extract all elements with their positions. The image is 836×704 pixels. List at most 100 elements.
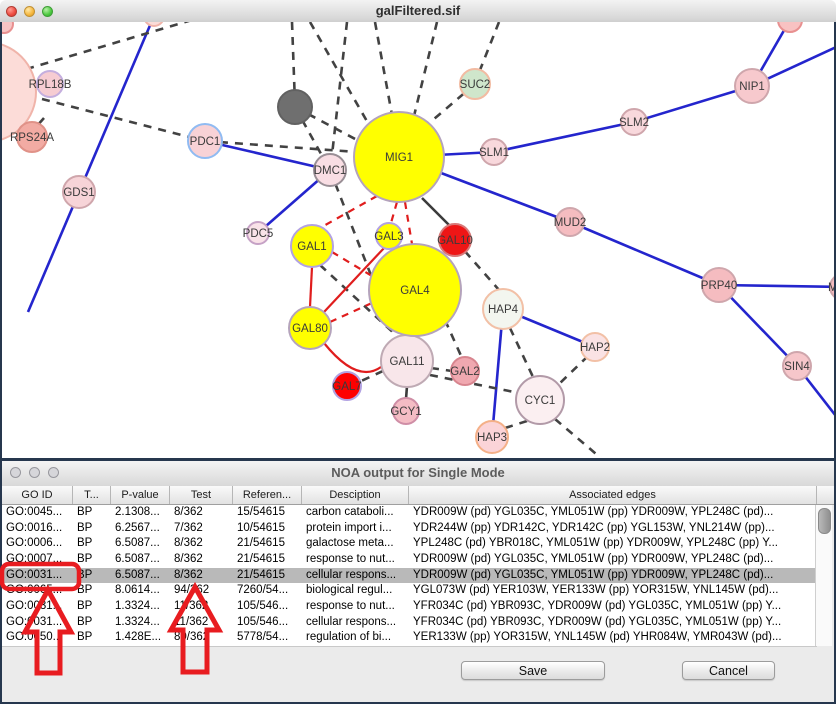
network-edge bbox=[429, 373, 520, 395]
node-HAP2[interactable] bbox=[580, 332, 610, 362]
column-header-t-[interactable]: T... bbox=[73, 486, 111, 504]
table-row[interactable]: GO:0007... BP 6.5087... 8/362 21/54615 respon… bbox=[2, 552, 817, 568]
panel-close-button[interactable] bbox=[10, 467, 21, 478]
cell: 94/362 bbox=[174, 584, 210, 597]
cell: 6.5087... bbox=[115, 537, 160, 550]
cell: YGL073W (pd) YER103W, YER133W (pp) YOR31… bbox=[413, 584, 779, 597]
node-PDC5[interactable] bbox=[246, 221, 270, 245]
cell: 1.428E... bbox=[115, 631, 162, 644]
node-SIN4[interactable] bbox=[782, 351, 812, 381]
node-top-partial[interactable] bbox=[144, 22, 164, 27]
node-RPS24A[interactable] bbox=[16, 121, 48, 153]
node-label-PRP40: PRP40 bbox=[701, 280, 737, 292]
table-row[interactable]: GO:0050... BP 1.428E... 80/362 5778/54... reg… bbox=[2, 630, 817, 646]
network-edge bbox=[330, 22, 349, 156]
table-row[interactable]: GO:0016... BP 6.2567... 7/362 10/54615 protei… bbox=[2, 521, 817, 537]
node-HAP4[interactable] bbox=[482, 288, 524, 330]
cell: GO:0050... bbox=[6, 631, 63, 644]
noa-output-window: NOA output for Single Mode GO ID T... P-va… bbox=[0, 461, 836, 704]
node-GAL10[interactable] bbox=[438, 223, 472, 257]
network-edge bbox=[633, 84, 753, 124]
close-button[interactable] bbox=[6, 6, 17, 17]
node-HAP3[interactable] bbox=[475, 420, 509, 454]
table-scrollbar[interactable] bbox=[815, 505, 832, 646]
node-DMC1[interactable] bbox=[313, 153, 347, 187]
node-SUC2[interactable] bbox=[459, 68, 491, 100]
node-GAL2[interactable] bbox=[450, 356, 480, 386]
network-edge bbox=[478, 22, 501, 71]
node-big-left[interactable] bbox=[2, 42, 37, 142]
network-edge bbox=[554, 418, 602, 457]
node-PDC1[interactable] bbox=[187, 123, 223, 159]
table-row[interactable]: GO:0031... BP 6.5087... 8/362 21/54615 cellul… bbox=[2, 567, 817, 584]
node-gray-node[interactable] bbox=[277, 89, 313, 125]
minimize-button[interactable] bbox=[24, 6, 35, 17]
node-SLM1[interactable] bbox=[480, 138, 508, 166]
network-edge bbox=[389, 201, 399, 224]
column-header-p-value[interactable]: P-value bbox=[111, 486, 170, 504]
node-GAL3[interactable] bbox=[375, 222, 403, 250]
network-edge bbox=[204, 139, 331, 172]
column-header-go-id[interactable]: GO ID bbox=[2, 486, 73, 504]
table-scrollbar-thumb[interactable] bbox=[818, 508, 831, 534]
node-SLM2[interactable] bbox=[620, 108, 648, 136]
table-row[interactable]: GO:0065... BP 8.0614... 94/362 7260/54... bio… bbox=[2, 583, 817, 599]
cell: BP bbox=[77, 506, 93, 518]
node-MUD2[interactable] bbox=[555, 207, 585, 237]
node-label-GAL1: GAL1 bbox=[297, 241, 326, 253]
node-RPL18B[interactable] bbox=[36, 70, 64, 98]
cell: YFR034C (pd) YBR093C, YDR009W (pd) YGL03… bbox=[413, 599, 782, 612]
node-label-GAL7: GAL7 bbox=[332, 381, 361, 393]
cell: BP bbox=[77, 631, 93, 644]
cell: GO:0031... bbox=[6, 568, 63, 581]
cell: 105/546... bbox=[237, 615, 289, 628]
node-MSL1[interactable] bbox=[829, 274, 834, 300]
window-title: galFiltered.sif bbox=[375, 3, 461, 18]
node-GDS1[interactable] bbox=[62, 175, 96, 209]
node-GCY1[interactable] bbox=[392, 397, 420, 425]
panel-zoom-button[interactable] bbox=[48, 467, 59, 478]
cancel-button[interactable]: Cancel bbox=[682, 661, 775, 680]
cell: GO:0065... bbox=[6, 584, 63, 597]
network-edge bbox=[308, 266, 314, 308]
save-button[interactable]: Save bbox=[461, 661, 605, 680]
node-CYC1[interactable] bbox=[515, 375, 565, 425]
column-header-associated-edges[interactable]: Associated edges bbox=[409, 486, 817, 504]
panel-minimize-button[interactable] bbox=[29, 467, 40, 478]
column-header-desciption[interactable]: Desciption bbox=[302, 486, 409, 504]
network-edge bbox=[26, 22, 153, 313]
network-canvas[interactable]: RPL18B RPS24A GDS1 PDC1 DMC1 MIG1 SUC2 SLM1 SLM2… bbox=[0, 22, 836, 461]
node-GAL1[interactable] bbox=[290, 224, 334, 268]
cell: response to nut... bbox=[306, 599, 395, 612]
node-label-NIP1: NIP1 bbox=[739, 81, 765, 93]
cell: 21/54615 bbox=[237, 537, 285, 550]
network-edge bbox=[331, 251, 373, 277]
node-NIP1[interactable] bbox=[734, 68, 770, 104]
network-edge bbox=[41, 97, 190, 139]
node-PRP40[interactable] bbox=[701, 267, 737, 303]
table-row[interactable]: GO:0031... BP 1.3324... 11/362 105/546... res… bbox=[2, 599, 817, 615]
node-label-GAL10: GAL10 bbox=[437, 235, 473, 247]
node-GAL7[interactable] bbox=[332, 371, 362, 401]
network-edge bbox=[403, 201, 414, 245]
node-label-GDS1: GDS1 bbox=[63, 187, 94, 199]
zoom-button[interactable] bbox=[42, 6, 53, 17]
cell: BP bbox=[77, 599, 93, 612]
table-row[interactable]: GO:0006... BP 6.5087... 8/362 21/54615 galact… bbox=[2, 536, 817, 552]
table-row[interactable]: GO:0045... BP 2.1308... 8/362 15/54615 carbon… bbox=[2, 505, 817, 521]
node-MIG1[interactable] bbox=[353, 111, 445, 203]
cell: YFR034C (pd) YBR093C, YDR009W (pd) YGL03… bbox=[413, 615, 782, 628]
cell: response to nut... bbox=[306, 552, 395, 565]
node-corner-tl[interactable] bbox=[2, 22, 14, 34]
window-titlebar: galFiltered.sif bbox=[0, 0, 836, 23]
cell: YDR244W (pp) YDR142C, YDR142C (pp) YGL15… bbox=[413, 521, 775, 534]
column-header-test[interactable]: Test bbox=[170, 486, 233, 504]
cell: cellular respons... bbox=[306, 568, 397, 581]
node-GAL4[interactable] bbox=[368, 243, 462, 337]
network-edge bbox=[421, 197, 451, 227]
column-header-referen-[interactable]: Referen... bbox=[233, 486, 302, 504]
table-row[interactable]: GO:0031... BP 1.3324... 11/362 105/546... cel… bbox=[2, 615, 817, 631]
node-tr-partial[interactable] bbox=[777, 22, 803, 33]
cell: 7/362 bbox=[174, 521, 203, 534]
node-GAL80[interactable] bbox=[288, 306, 332, 350]
